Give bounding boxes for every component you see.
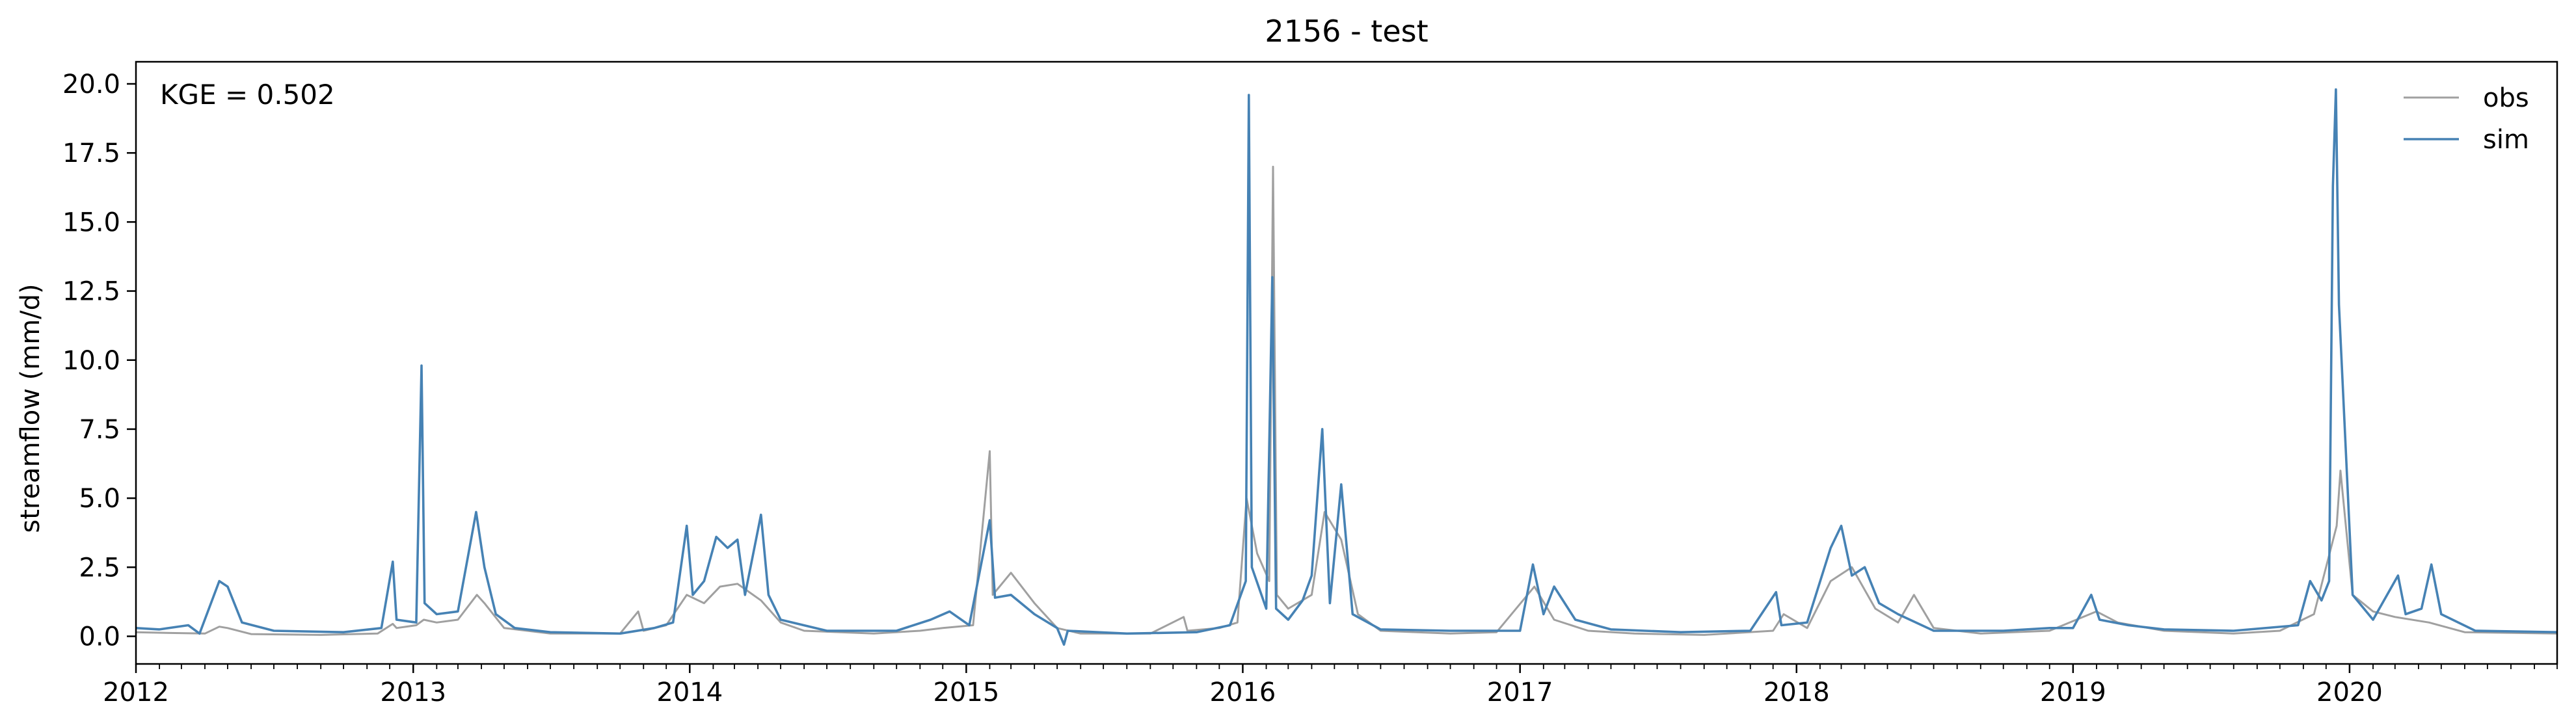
x-axis-ticks: 2012 2013 2014 2015 2016 2017 2018 2019 2020 (103, 664, 2558, 707)
series-line-sim (135, 88, 2558, 646)
y-tick-label: 7.5 (79, 415, 120, 445)
y-tick-label: 5.0 (79, 484, 120, 514)
x-tick-label: 2014 (656, 678, 723, 707)
x-tick-label: 2019 (2040, 678, 2106, 707)
series-line-obs (135, 165, 2558, 636)
y-axis-ticks: 0.0 2.5 5.0 7.5 10.0 12.5 15.0 17.5 20.0 (62, 70, 136, 652)
legend-label-sim: sim (2483, 125, 2529, 155)
x-tick-label: 2017 (1487, 678, 1553, 707)
y-tick-label: 15.0 (62, 207, 120, 237)
x-tick-label: 2013 (380, 678, 446, 707)
kge-annotation: KGE = 0.502 (160, 79, 335, 111)
x-tick-label: 2020 (2316, 678, 2383, 707)
y-tick-label: 2.5 (79, 553, 120, 583)
chart-title: 2156 - test (1265, 14, 1428, 49)
plot-series (135, 88, 2558, 646)
axes-frame (135, 60, 2558, 665)
x-tick-label: 2016 (1210, 678, 1276, 707)
x-tick-label: 2012 (103, 678, 169, 707)
y-tick-label: 0.0 (79, 622, 120, 652)
y-axis-label: streamflow (mm/d) (16, 284, 46, 533)
legend: obs sim (2404, 83, 2529, 155)
legend-label-obs: obs (2483, 83, 2529, 113)
x-tick-label: 2015 (933, 678, 999, 707)
y-tick-label: 17.5 (62, 139, 120, 168)
x-tick-label: 2018 (1764, 678, 1830, 707)
y-tick-label: 10.0 (62, 346, 120, 376)
y-tick-label: 20.0 (62, 70, 120, 99)
y-tick-label: 12.5 (62, 277, 120, 307)
